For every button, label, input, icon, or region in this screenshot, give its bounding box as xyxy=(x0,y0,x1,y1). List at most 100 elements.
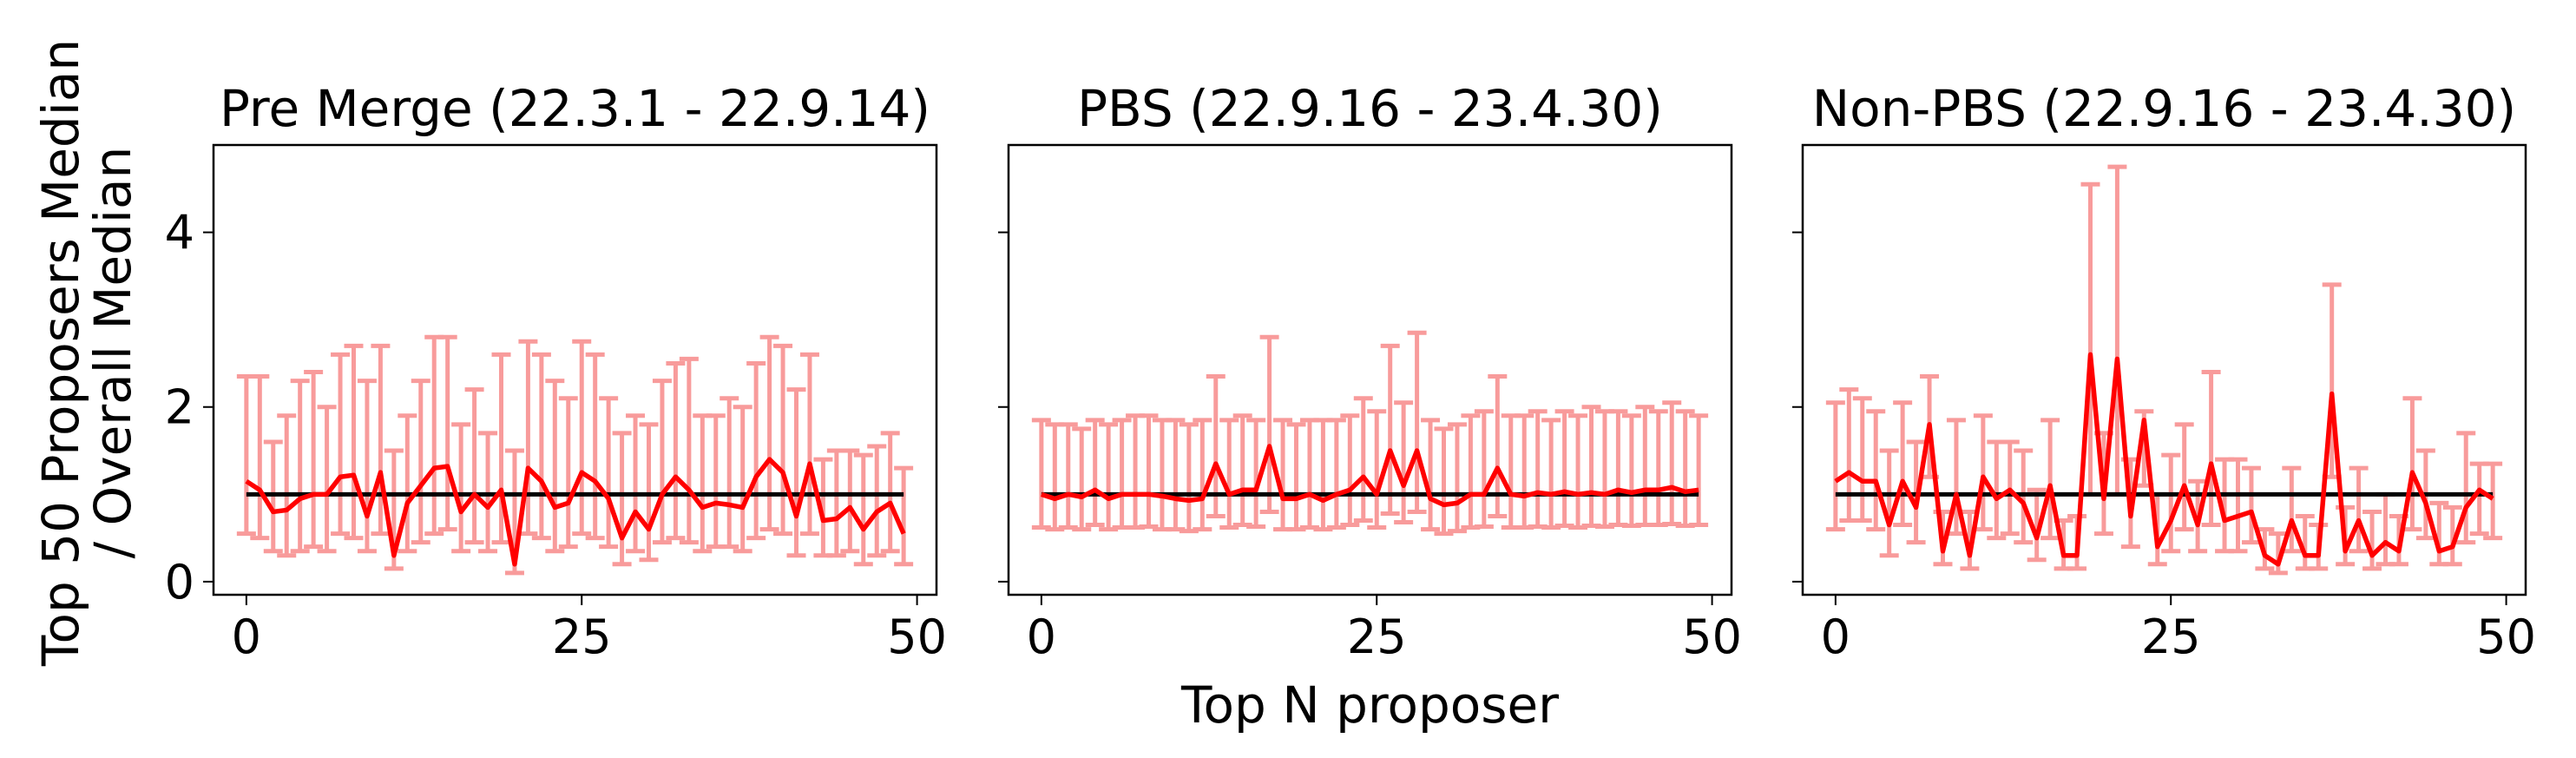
x-tick-label: 50 xyxy=(2476,610,2536,664)
axes-frame xyxy=(1007,143,1733,597)
error-bar xyxy=(1662,400,1682,527)
error-bar xyxy=(2201,370,2221,528)
error-bar xyxy=(1528,409,1548,530)
error-bar xyxy=(344,343,364,541)
error-bar xyxy=(1421,418,1441,532)
error-bar xyxy=(1031,418,1051,531)
error-bar xyxy=(1326,418,1346,531)
error-bar xyxy=(679,356,699,545)
error-bar xyxy=(2442,504,2462,567)
error-bar xyxy=(1058,422,1078,531)
error-bar xyxy=(1193,418,1212,532)
error-bar xyxy=(759,334,779,532)
error-bar xyxy=(1825,400,1845,532)
error-bar xyxy=(894,465,914,567)
error-bar xyxy=(1906,439,1926,545)
error-bar xyxy=(1852,396,1872,524)
x-tick-label: 50 xyxy=(1682,610,1742,664)
error-bar xyxy=(773,343,793,537)
error-bar xyxy=(236,374,256,537)
error-bar xyxy=(1515,413,1534,531)
error-bar xyxy=(2174,422,2194,532)
panel: Pre Merge (22.3.1 - 22.9.14) 0 25 50 0 2 4 Top … xyxy=(31,39,947,667)
error-bar xyxy=(826,448,846,558)
error-bar xyxy=(1541,418,1561,531)
error-bar xyxy=(1085,418,1105,528)
error-bar xyxy=(1839,387,1859,524)
x-tick-label: 25 xyxy=(552,610,612,664)
error-bar xyxy=(491,352,511,545)
error-bar xyxy=(1407,330,1427,514)
error-bar xyxy=(518,339,538,537)
y-tick-label: 4 xyxy=(165,206,194,260)
axes-frame xyxy=(212,143,938,597)
x-tick-label: 50 xyxy=(887,610,947,664)
error-bar xyxy=(331,352,351,537)
error-bar xyxy=(746,360,766,541)
error-bar xyxy=(867,444,887,558)
error-bar xyxy=(1367,409,1387,531)
error-bar xyxy=(2215,457,2235,554)
error-bar xyxy=(786,387,806,558)
error-bar xyxy=(1394,400,1414,525)
error-bar xyxy=(2228,457,2248,554)
error-bar xyxy=(1166,418,1186,532)
error-bar xyxy=(424,334,444,537)
error-bar xyxy=(1072,426,1092,532)
error-bar xyxy=(1621,413,1641,529)
error-bar xyxy=(1259,334,1279,514)
y-axis-label: / Overall Median xyxy=(83,147,142,559)
error-bar xyxy=(304,370,324,550)
error-bar xyxy=(2282,465,2302,554)
error-bar xyxy=(250,374,270,541)
error-bar xyxy=(612,431,632,567)
error-bar xyxy=(531,352,551,541)
error-bar xyxy=(277,413,297,558)
error-bar xyxy=(1554,409,1574,529)
error-bar xyxy=(1286,422,1306,532)
error-bar xyxy=(1353,396,1373,524)
error-bar xyxy=(1232,413,1252,528)
error-bar xyxy=(398,413,417,554)
error-bar xyxy=(799,352,819,537)
panel: Non-PBS (22.9.16 - 23.4.30) 0 25 50 xyxy=(1792,79,2536,664)
error-bar xyxy=(1689,413,1709,528)
error-bar xyxy=(1581,405,1601,529)
error-bar xyxy=(1380,343,1400,516)
error-bar xyxy=(2027,487,2047,563)
error-bar xyxy=(1675,409,1695,529)
error-bar xyxy=(437,334,457,532)
error-bar xyxy=(2456,431,2476,545)
error-bar xyxy=(639,422,659,563)
error-bar xyxy=(585,352,605,541)
error-bar xyxy=(626,413,646,554)
error-bar xyxy=(1461,413,1481,531)
error-bar xyxy=(545,379,565,554)
error-bar xyxy=(1866,409,1886,532)
error-bar xyxy=(1045,422,1065,532)
error-bar xyxy=(813,457,833,558)
error-bar xyxy=(558,396,578,550)
error-bar xyxy=(1152,418,1172,532)
error-bar xyxy=(1219,418,1239,531)
error-bar xyxy=(371,343,391,537)
error-bar xyxy=(1099,422,1119,532)
error-bar xyxy=(1608,409,1628,528)
error-bar xyxy=(840,448,860,554)
error-bar xyxy=(1893,400,1913,528)
error-bar xyxy=(464,387,484,545)
x-axis-label: Top N proposer xyxy=(1180,676,1559,735)
error-bar xyxy=(652,379,672,545)
panel-title: Pre Merge (22.3.1 - 22.9.14) xyxy=(220,79,930,138)
error-bar xyxy=(1112,418,1132,531)
error-bar xyxy=(1879,448,1899,558)
error-bar xyxy=(880,431,900,554)
error-bar xyxy=(411,379,430,545)
error-bar xyxy=(1447,422,1467,534)
error-bar xyxy=(1973,413,1993,532)
error-bar xyxy=(666,360,686,541)
axes-frame xyxy=(1801,143,2527,597)
error-bar xyxy=(1635,405,1655,528)
y-tick-label: 0 xyxy=(165,555,194,610)
